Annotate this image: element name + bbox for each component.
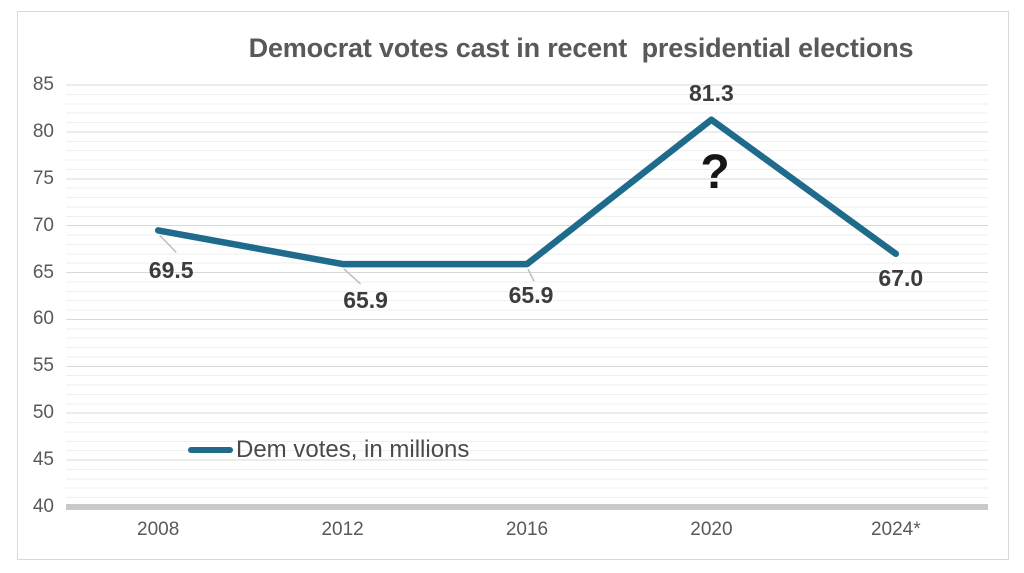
y-axis-tick-label: 55: [32, 355, 54, 377]
x-axis-tick-label: 2020: [690, 519, 733, 540]
data-label: 67.0: [878, 264, 924, 291]
legend-line-swatch: [188, 447, 233, 453]
y-axis-tick-label: 85: [32, 74, 54, 95]
x-axis-tick-label: 2012: [321, 519, 364, 540]
y-axis-tick-label: 75: [32, 167, 54, 189]
data-label: 81.3: [689, 79, 734, 106]
y-axis-tick-label: 50: [32, 402, 54, 424]
data-label: 69.5: [148, 257, 194, 284]
x-axis-tick-label: 2024*: [870, 519, 921, 540]
y-axis-tick-label: 45: [32, 449, 54, 471]
legend: Dem votes, in millions: [188, 436, 469, 464]
data-label: 65.9: [343, 287, 388, 314]
chart-title: Democrat votes cast in recent presidenti…: [248, 33, 914, 63]
data-label-leader-line: [527, 268, 535, 282]
x-axis-tick-label: 2008: [137, 519, 180, 540]
chart-frame: [17, 11, 1009, 560]
y-axis-tick-label: 40: [32, 496, 54, 517]
y-axis-tick-label: 80: [32, 120, 54, 142]
data-label: 65.9: [508, 282, 554, 309]
y-axis-tick-label: 65: [32, 261, 54, 283]
dem-votes-line: [154, 116, 900, 268]
x-axis-baseline: [66, 504, 988, 510]
data-label-leader-line: [343, 268, 362, 285]
x-axis-tick-label: 2016: [505, 519, 549, 540]
y-axis-tick-label: 70: [32, 214, 54, 236]
legend-label: Dem votes, in millions: [236, 436, 470, 463]
question-mark-annotation: ?: [700, 146, 730, 199]
data-label-leader-line: [159, 234, 177, 253]
y-axis-tick-label: 60: [32, 308, 54, 330]
